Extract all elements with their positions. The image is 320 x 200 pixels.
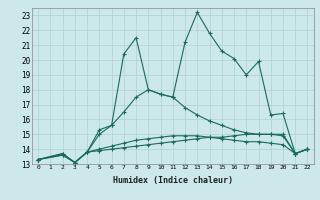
X-axis label: Humidex (Indice chaleur): Humidex (Indice chaleur) (113, 176, 233, 185)
